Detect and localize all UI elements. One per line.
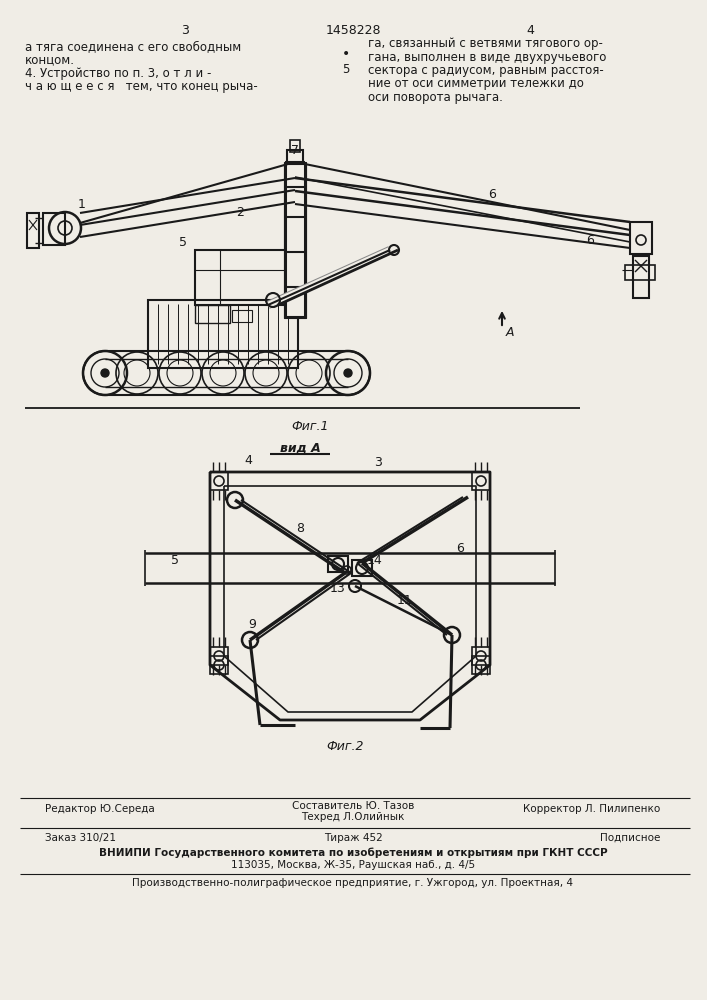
Text: Заказ 310/21: Заказ 310/21 <box>45 833 116 843</box>
Text: Корректор Л. Пилипенко: Корректор Л. Пилипенко <box>522 804 660 814</box>
Bar <box>328 556 348 572</box>
Text: гана, выполнен в виде двухручьевого: гана, выполнен в виде двухручьевого <box>368 50 607 64</box>
Text: Составитель Ю. Тазов: Составитель Ю. Тазов <box>292 801 414 811</box>
Text: Фиг.2: Фиг.2 <box>326 740 363 753</box>
Text: 5: 5 <box>171 554 179 566</box>
Text: а тяга соединена с его свободным: а тяга соединена с его свободным <box>25 40 241 53</box>
Text: 7: 7 <box>291 143 299 156</box>
Text: вид А: вид А <box>280 442 320 455</box>
Text: ВНИИПИ Государственного комитета по изобретениям и открытиям при ГКНТ СССР: ВНИИПИ Государственного комитета по изоб… <box>99 848 607 858</box>
Text: 6: 6 <box>586 233 594 246</box>
Bar <box>210 472 228 490</box>
Text: 11: 11 <box>397 593 413 606</box>
Text: 1458228: 1458228 <box>325 24 381 37</box>
Bar <box>290 140 300 152</box>
Bar <box>472 656 490 674</box>
Text: 13: 13 <box>330 582 346 594</box>
Text: 3: 3 <box>374 456 382 468</box>
Text: 14: 14 <box>367 554 383 566</box>
Text: 9: 9 <box>248 618 256 632</box>
Bar <box>43 213 65 245</box>
Bar <box>148 300 298 368</box>
Bar <box>472 472 490 490</box>
Circle shape <box>101 369 109 377</box>
Text: 3: 3 <box>181 24 189 37</box>
Text: сектора с радиусом, равным расстоя-: сектора с радиусом, равным расстоя- <box>368 64 604 77</box>
Text: 1: 1 <box>78 198 86 212</box>
Circle shape <box>344 369 352 377</box>
Text: Тираж 452: Тираж 452 <box>324 833 382 843</box>
Text: 5: 5 <box>342 63 349 76</box>
Text: А: А <box>506 326 515 339</box>
Bar <box>27 213 39 248</box>
Text: Производственно-полиграфическое предприятие, г. Ужгород, ул. Проектная, 4: Производственно-полиграфическое предприя… <box>132 878 573 888</box>
Text: 8: 8 <box>296 522 304 534</box>
Bar <box>625 265 655 280</box>
Text: Подписное: Подписное <box>600 833 660 843</box>
Bar <box>287 150 303 164</box>
Bar <box>472 647 490 665</box>
Text: Техред Л.Олийнык: Техред Л.Олийнык <box>301 812 404 822</box>
Text: •: • <box>342 47 350 61</box>
Text: 5: 5 <box>179 236 187 249</box>
Bar <box>232 310 252 322</box>
Bar <box>352 560 372 576</box>
Bar <box>284 162 306 318</box>
Text: ч а ю щ е е с я   тем, что конец рыча-: ч а ю щ е е с я тем, что конец рыча- <box>25 80 258 93</box>
Bar <box>210 656 228 674</box>
Text: 6: 6 <box>488 188 496 200</box>
Text: оси поворота рычага.: оси поворота рычага. <box>368 91 503 104</box>
Bar <box>195 305 230 323</box>
Text: ние от оси симметрии тележки до: ние от оси симметрии тележки до <box>368 78 584 91</box>
Text: 113035, Москва, Ж-35, Раушская наб., д. 4/5: 113035, Москва, Ж-35, Раушская наб., д. … <box>231 860 475 870</box>
Bar <box>195 250 290 305</box>
Bar <box>210 647 228 665</box>
Text: га, связанный с ветвями тягового ор-: га, связанный с ветвями тягового ор- <box>368 37 603 50</box>
Text: Редактор Ю.Середа: Редактор Ю.Середа <box>45 804 155 814</box>
Text: концом.: концом. <box>25 53 75 66</box>
Text: 4: 4 <box>526 24 534 37</box>
Text: 4: 4 <box>244 454 252 466</box>
Text: Фиг.1: Фиг.1 <box>291 420 329 433</box>
Bar <box>633 256 649 298</box>
Text: 2: 2 <box>236 206 244 219</box>
Text: 6: 6 <box>456 542 464 554</box>
Bar <box>630 222 652 254</box>
Text: 4. Устройство по п. 3, о т л и -: 4. Устройство по п. 3, о т л и - <box>25 67 211 80</box>
